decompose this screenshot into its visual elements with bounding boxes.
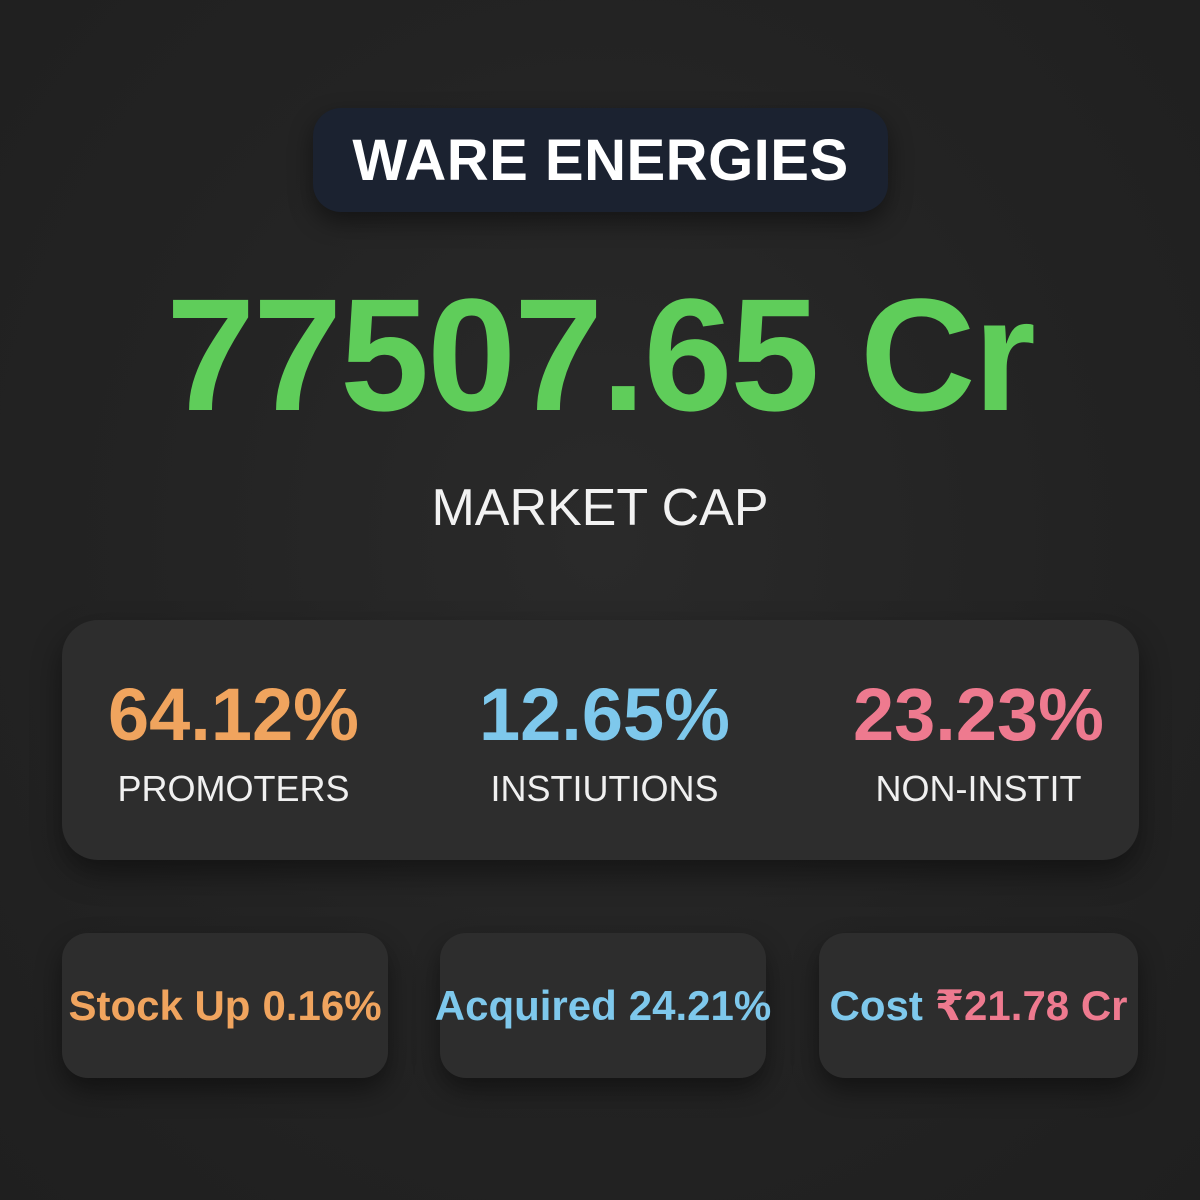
cost-value: ₹21.78 Cr [934, 982, 1128, 1029]
stock-up-card: Stock Up 0.16% [62, 933, 388, 1078]
holding-label: INSTIUTIONS [490, 768, 719, 809]
holding-percent: 12.65% [479, 673, 730, 756]
cost-label: Cost [829, 981, 923, 1029]
holding-label: NON-INSTIT [875, 768, 1082, 809]
stock-up-value: 0.16% [262, 981, 382, 1029]
holding-percent: 23.23% [853, 673, 1104, 756]
shareholding-card: 64.12% PROMOTERS 12.65% INSTIUTIONS 23.2… [62, 620, 1139, 860]
holding-promoters: 64.12% PROMOTERS [54, 620, 413, 860]
acquired-card: Acquired 24.21% [435, 933, 771, 1078]
holding-institutions: 12.65% INSTIUTIONS [425, 620, 784, 860]
company-title-pill: WARE ENERGIES [313, 108, 888, 212]
holding-percent: 64.12% [108, 673, 359, 756]
holding-non-institutions: 23.23% NON-INSTIT [799, 620, 1158, 860]
cost-card: Cost ₹21.78 Cr [819, 933, 1138, 1078]
acquired-value: 24.21% [628, 981, 772, 1029]
market-cap-label: MARKET CAP [431, 479, 769, 537]
company-name: WARE ENERGIES [352, 127, 849, 193]
stock-up-label: Stock Up [68, 981, 251, 1029]
holding-label: PROMOTERS [117, 768, 350, 809]
acquired-label: Acquired [434, 981, 617, 1029]
market-cap-value: 77507.65 Cr [166, 265, 1036, 444]
